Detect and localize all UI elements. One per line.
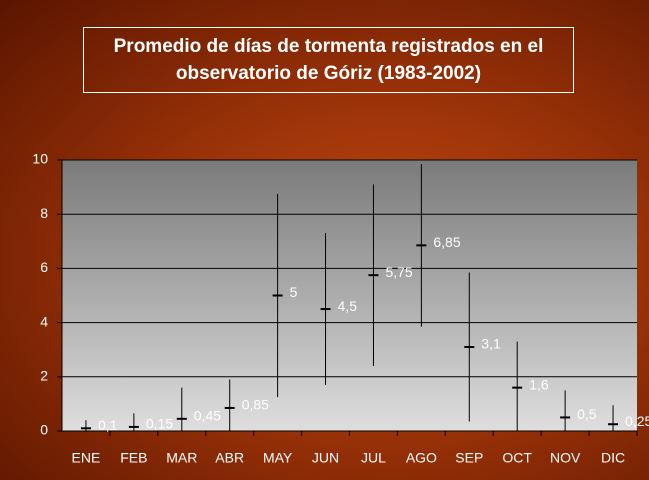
y-tick-label: 2 (40, 368, 48, 384)
value-label: 0,1 (98, 417, 118, 433)
x-tick-label: MAR (166, 450, 197, 466)
y-tick-label: 0 (40, 422, 48, 438)
y-tick-label: 6 (40, 259, 48, 275)
plot-area (62, 160, 637, 431)
x-tick-label: NOV (550, 450, 581, 466)
chart-title: Promedio de días de tormenta registrados… (83, 27, 574, 93)
value-label: 0,25 (625, 413, 649, 429)
x-tick-label: FEB (120, 450, 147, 466)
x-tick-label: ABR (215, 450, 244, 466)
value-label: 5,75 (385, 264, 412, 280)
value-label: 6,85 (433, 234, 460, 250)
x-tick-label: ENE (72, 450, 101, 466)
y-tick-label: 10 (32, 151, 48, 167)
y-tick-label: 8 (40, 205, 48, 221)
value-label: 0,5 (577, 406, 597, 422)
value-label: 0,45 (194, 408, 221, 424)
value-label: 1,6 (529, 376, 549, 392)
y-tick-label: 4 (40, 313, 48, 329)
x-tick-label: JUN (312, 450, 339, 466)
x-tick-label: SEP (455, 450, 483, 466)
value-label: 0,85 (242, 397, 269, 413)
x-tick-label: DIC (601, 450, 625, 466)
value-label: 5 (290, 284, 298, 300)
value-label: 0,15 (146, 416, 173, 432)
value-label: 4,5 (338, 298, 358, 314)
x-tick-label: AGO (406, 450, 437, 466)
x-tick-label: JUL (361, 450, 386, 466)
value-label: 3,1 (481, 336, 501, 352)
x-tick-label: MAY (263, 450, 293, 466)
x-tick-label: OCT (502, 450, 532, 466)
